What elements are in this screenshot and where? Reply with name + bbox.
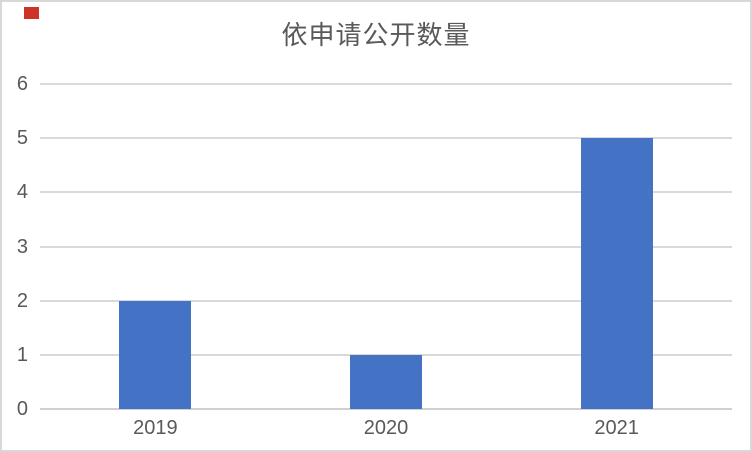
gridline (40, 246, 732, 248)
bar-2021 (581, 138, 653, 409)
y-tick-label: 6 (16, 73, 28, 95)
x-tick-label: 2021 (594, 417, 639, 439)
bar-2020 (350, 354, 422, 409)
x-axis-line (40, 408, 732, 410)
y-tick-label: 5 (16, 127, 28, 149)
y-tick-label: 3 (16, 236, 28, 258)
plot-area (40, 83, 732, 410)
y-tick-label: 0 (16, 398, 28, 420)
gridline (40, 83, 732, 85)
y-tick-label: 1 (16, 344, 28, 366)
y-tick-label: 4 (16, 181, 28, 203)
bar-2019 (119, 300, 191, 409)
chart-title: 依申请公开数量 (281, 20, 471, 50)
y-tick-label: 2 (16, 290, 28, 312)
y-axis-labels: 0 1 2 3 4 5 6 (2, 73, 30, 420)
gridline (40, 191, 732, 193)
gridline (40, 137, 732, 139)
x-tick-label: 2020 (363, 417, 409, 439)
red-marker-icon (24, 7, 39, 19)
gridline (40, 300, 732, 302)
x-axis-labels: 2019 2020 2021 (40, 415, 732, 441)
x-tick-label: 2019 (133, 417, 178, 439)
